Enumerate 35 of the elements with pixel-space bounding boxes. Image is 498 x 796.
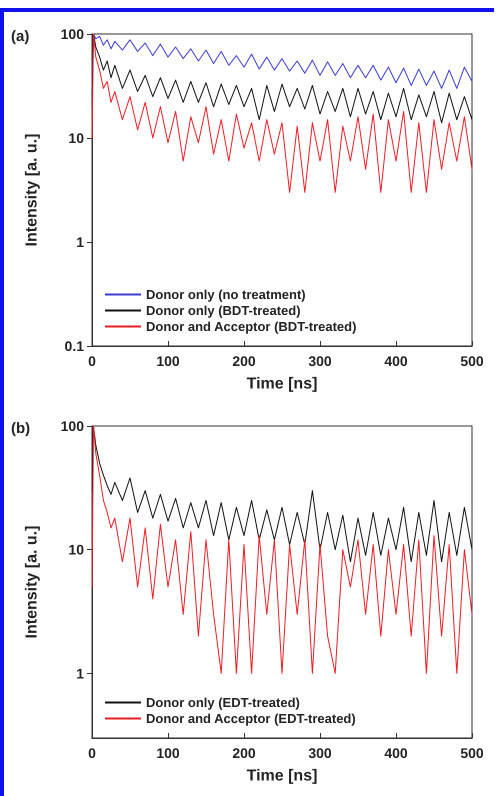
line-series (92, 34, 472, 89)
legend-label: Donor and Acceptor (EDT-treated) (146, 711, 356, 726)
y-axis-title: Intensity [a. u.] (24, 526, 40, 638)
x-tick-label: 200 (232, 745, 256, 761)
line-series (92, 34, 472, 193)
chart-title: (b) (11, 420, 30, 437)
x-tick-label: 0 (88, 353, 96, 369)
x-tick-label: 100 (156, 353, 180, 369)
line-series (92, 34, 472, 124)
x-tick-label: 500 (460, 353, 484, 369)
x-axis-title: Time [ns] (246, 376, 318, 392)
y-tick-label: 10 (68, 542, 84, 558)
x-tick-label: 300 (308, 353, 332, 369)
legend-label: Donor only (no treatment) (146, 287, 306, 302)
legend-label: Donor only (BDT-treated) (146, 303, 301, 318)
x-tick-label: 100 (156, 745, 180, 761)
y-tick-label: 10 (68, 130, 84, 146)
x-tick-label: 400 (384, 353, 408, 369)
x-tick-label: 400 (384, 745, 408, 761)
line-series (92, 426, 472, 674)
y-tick-label: 100 (60, 26, 84, 42)
legend-label: Donor and Acceptor (BDT-treated) (146, 319, 356, 334)
x-tick-label: 200 (232, 353, 256, 369)
x-tick-label: 300 (308, 745, 332, 761)
legend-label: Donor only (EDT-treated) (146, 695, 300, 710)
x-tick-label: 500 (460, 745, 484, 761)
y-tick-label: 100 (60, 418, 84, 434)
y-tick-label: 1 (76, 234, 84, 250)
y-tick-label: 1 (76, 665, 84, 682)
x-tick-label: 0 (88, 745, 96, 761)
y-tick-label: 0.1 (64, 338, 84, 354)
y-axis-title: Intensity [a. u.] (24, 134, 40, 246)
line-series (92, 426, 472, 562)
chart-title: (a) (11, 28, 30, 45)
x-axis-title: Time [ns] (246, 768, 318, 784)
